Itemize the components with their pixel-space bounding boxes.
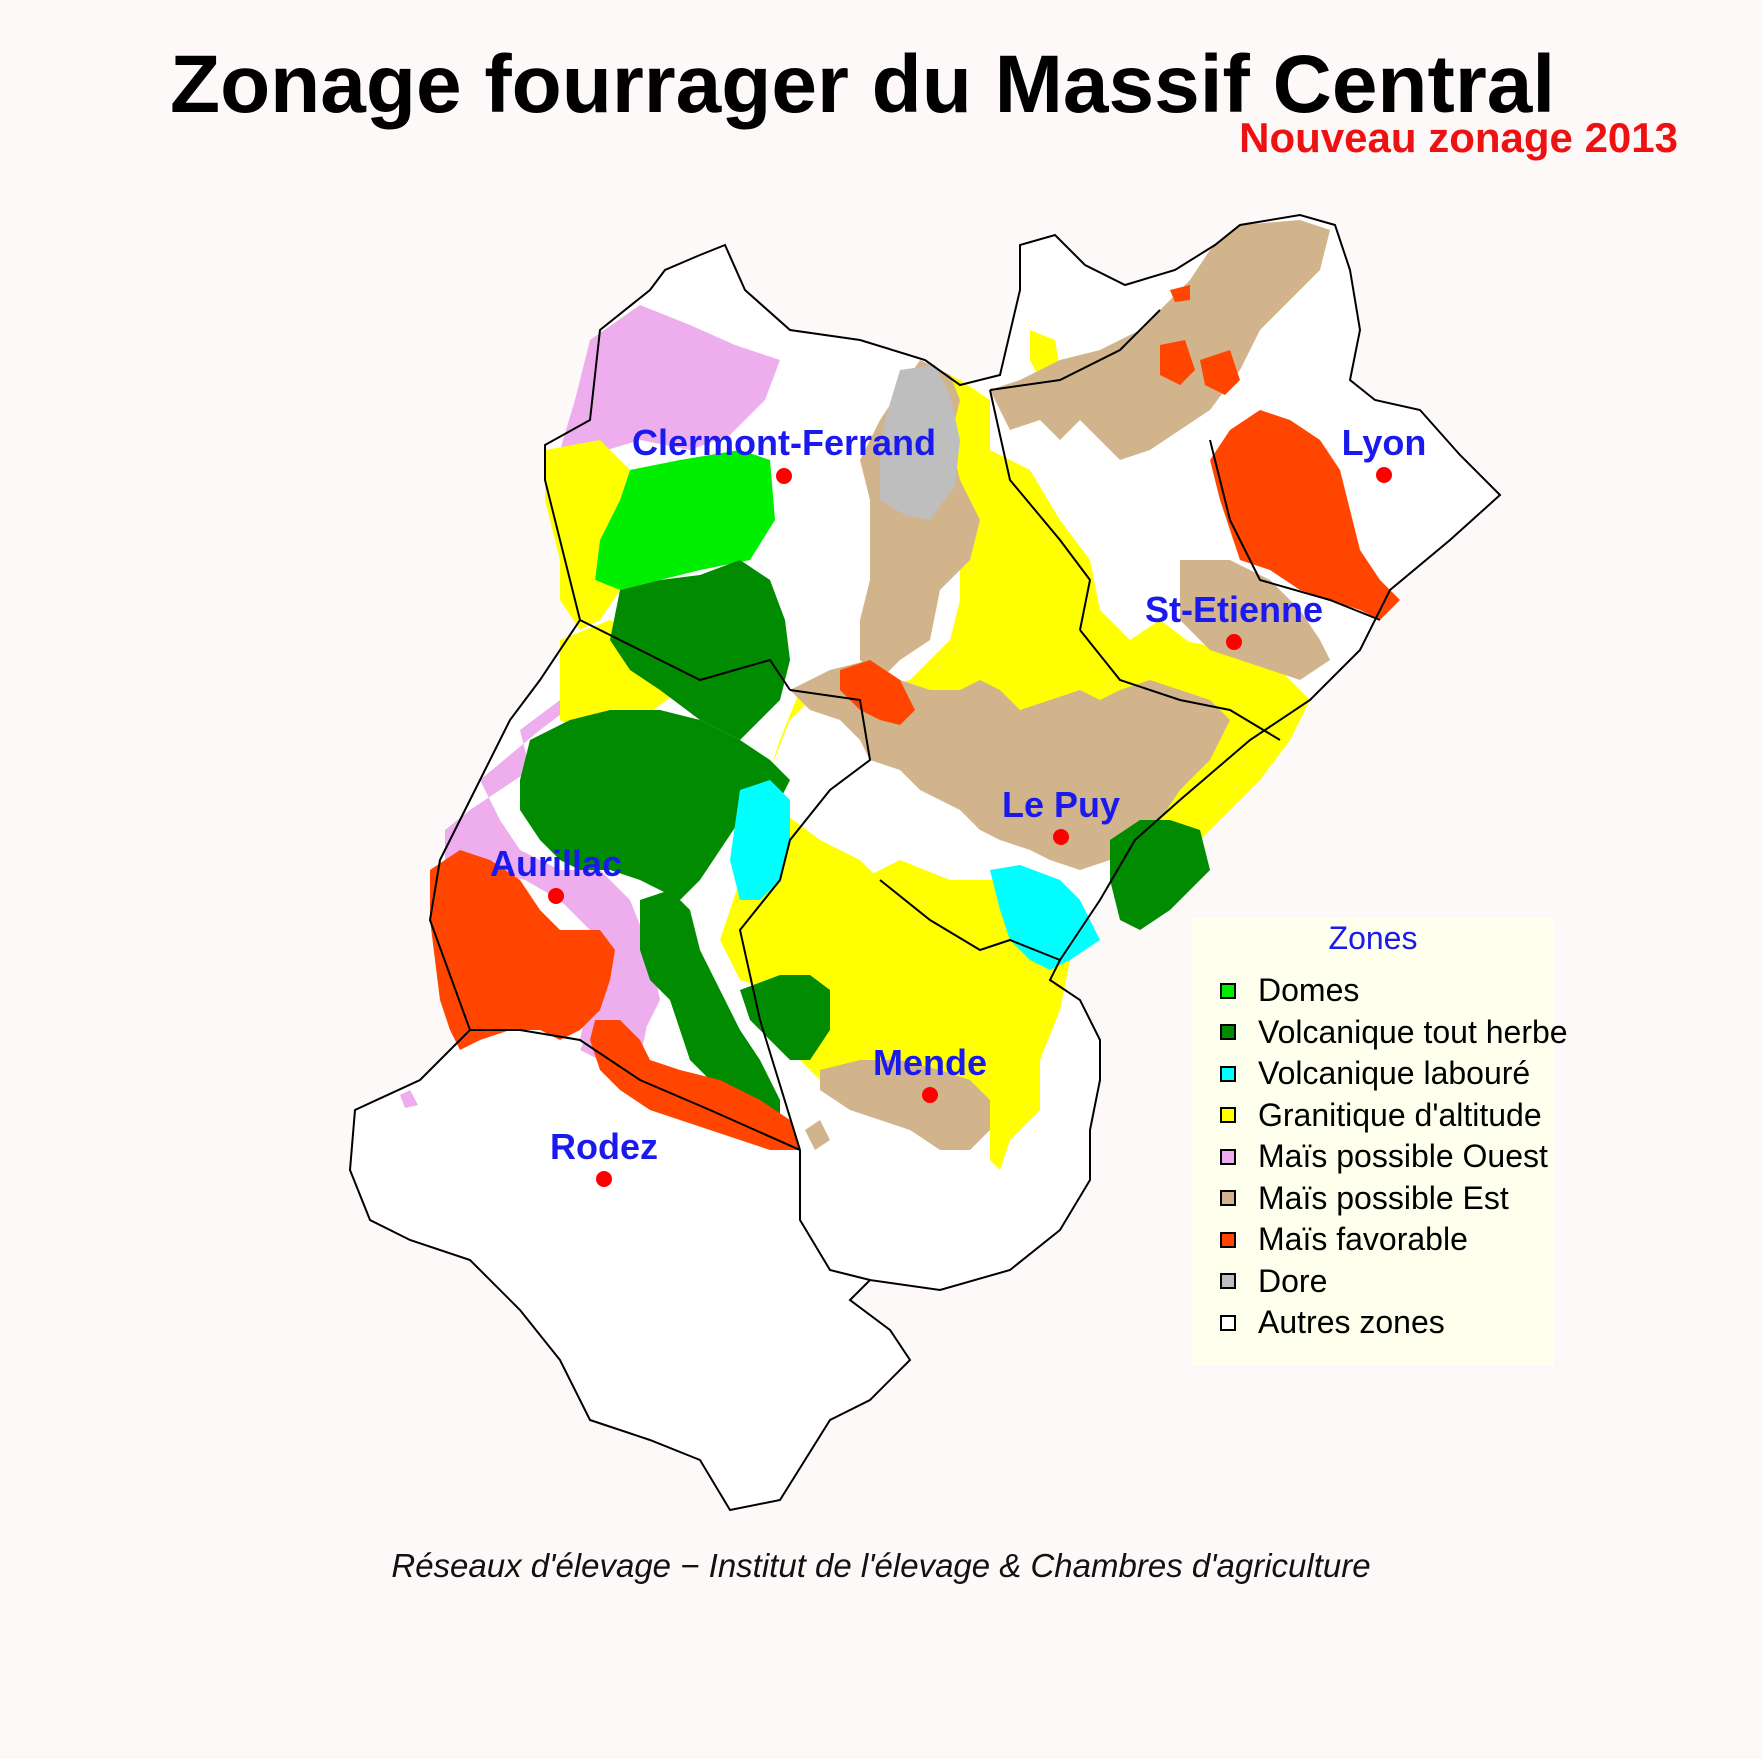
zone-volcanique-herbe-north xyxy=(610,560,790,740)
zone-mais-favorable-north3 xyxy=(1170,285,1190,302)
city-marker-rodez xyxy=(596,1171,612,1187)
legend-label: Domes xyxy=(1258,972,1360,1009)
legend-swatch-mais-possible-est xyxy=(1220,1190,1236,1207)
city-label-le-puy: Le Puy xyxy=(1002,784,1120,825)
legend-item: Volcanique tout herbe xyxy=(1220,1012,1568,1054)
zone-mais-est-east xyxy=(1180,560,1330,680)
city-label-st-etienne: St-Etienne xyxy=(1145,589,1323,630)
legend-swatch-volcanique-laboure xyxy=(1220,1065,1236,1082)
city-marker-lyon xyxy=(1376,467,1392,483)
legend-item: Volcanique labouré xyxy=(1220,1053,1568,1095)
map-title: Zonage fourrager du Massif Central xyxy=(170,39,1556,130)
legend-item: Domes xyxy=(1220,970,1568,1012)
zone-mais-est-south xyxy=(820,1060,990,1150)
city-label-mende: Mende xyxy=(873,1042,987,1083)
legend-label: Volcanique labouré xyxy=(1258,1055,1531,1092)
zone-mais-favorable-rodez xyxy=(590,1020,800,1150)
zone-volcanique-herbe-aubrac xyxy=(640,890,780,1130)
legend-swatch-autres-zones xyxy=(1220,1314,1236,1331)
department-border-cantal-aveyron xyxy=(470,1029,801,1151)
legend-swatch-dore xyxy=(1220,1273,1236,1290)
zone-granitique-west xyxy=(545,440,630,630)
legend-swatch-volcanique-tout-herbe xyxy=(1220,1024,1236,1041)
zone-mais-favorable-north2 xyxy=(1200,350,1240,395)
legend-label: Volcanique tout herbe xyxy=(1258,1013,1568,1050)
zone-mais-est-northeast xyxy=(990,220,1330,460)
legend-label: Maïs possible Est xyxy=(1258,1179,1509,1216)
zone-dore xyxy=(880,365,960,520)
zone-domes xyxy=(595,450,775,590)
department-border-puy-de-dome-loire xyxy=(989,389,1092,631)
zone-mais-est-small xyxy=(805,1120,830,1150)
legend-label: Dore xyxy=(1258,1262,1328,1299)
department-border-rhone-loire xyxy=(1209,439,1381,621)
department-border-haute-loire-loire xyxy=(1079,629,1281,741)
city-marker-aurillac xyxy=(548,888,564,904)
department-border-cantal-haute-loire xyxy=(738,689,872,1151)
legend-label: Maïs favorable xyxy=(1258,1221,1468,1258)
zone-mais-favorable-north1 xyxy=(1160,340,1195,385)
zone-volcanique-herbe-cantal xyxy=(520,710,790,900)
legend-swatch-granitique-altitude xyxy=(1220,1107,1236,1124)
zone-mais-favorable-issoire xyxy=(840,660,915,725)
zone-granitique-south xyxy=(780,860,1070,1170)
legend-item: Maïs possible Ouest xyxy=(1220,1136,1568,1178)
legend-swatch-mais-favorable xyxy=(1220,1231,1236,1248)
map-subtitle: Nouveau zonage 2013 xyxy=(1239,114,1678,161)
source-caption: Réseaux d'élevage − Institut de l'élevag… xyxy=(391,1547,1371,1584)
city-label-aurillac: Aurillac xyxy=(490,843,622,884)
city-marker-clermont-ferrand xyxy=(776,468,792,484)
legend-title: Zones xyxy=(1328,920,1418,956)
zone-granitique-east xyxy=(1170,640,1310,840)
legend-label: Granitique d'altitude xyxy=(1258,1096,1542,1133)
city-marker-mende xyxy=(922,1087,938,1103)
zone-mais-favorable-aurillac xyxy=(430,850,615,1050)
department-border-puy-de-dome-cantal xyxy=(579,619,791,691)
zone-volcanique-herbe-east xyxy=(1110,820,1210,930)
zone-volcanique-herbe-lozere xyxy=(740,975,830,1060)
legend-label: Maïs possible Ouest xyxy=(1258,1138,1548,1175)
legend-items: Domes Volcanique tout herbe Volcanique l… xyxy=(1220,970,1568,1344)
legend-item: Maïs favorable xyxy=(1220,1219,1568,1261)
city-label-rodez: Rodez xyxy=(550,1126,658,1167)
zone-mais-ouest-isolated xyxy=(400,1090,418,1108)
zone-mais-favorable-lyon xyxy=(1210,410,1400,620)
map-legend: Zones Domes Volcanique tout herbe Volcan… xyxy=(1192,918,1568,1366)
legend-item: Granitique d'altitude xyxy=(1220,1095,1568,1137)
legend-label: Autres zones xyxy=(1258,1304,1445,1341)
zone-mais-ouest-north xyxy=(560,305,780,455)
legend-swatch-domes xyxy=(1220,982,1236,999)
department-border-allier xyxy=(989,309,1161,391)
zone-volcanique-laboure-west xyxy=(730,780,790,900)
department-border-lozere-aveyron xyxy=(799,1150,871,1281)
legend-item: Dore xyxy=(1220,1261,1568,1303)
legend-swatch-mais-possible-ouest xyxy=(1220,1148,1236,1165)
department-border-haute-loire-lozere xyxy=(879,879,1061,961)
city-marker-le-puy xyxy=(1053,829,1069,845)
city-marker-st-etienne xyxy=(1226,634,1242,650)
legend-item: Maïs possible Est xyxy=(1220,1178,1568,1220)
city-label-clermont-ferrand: Clermont-Ferrand xyxy=(632,422,936,463)
legend-item: Autres zones xyxy=(1220,1302,1568,1344)
city-label-lyon: Lyon xyxy=(1342,422,1427,463)
